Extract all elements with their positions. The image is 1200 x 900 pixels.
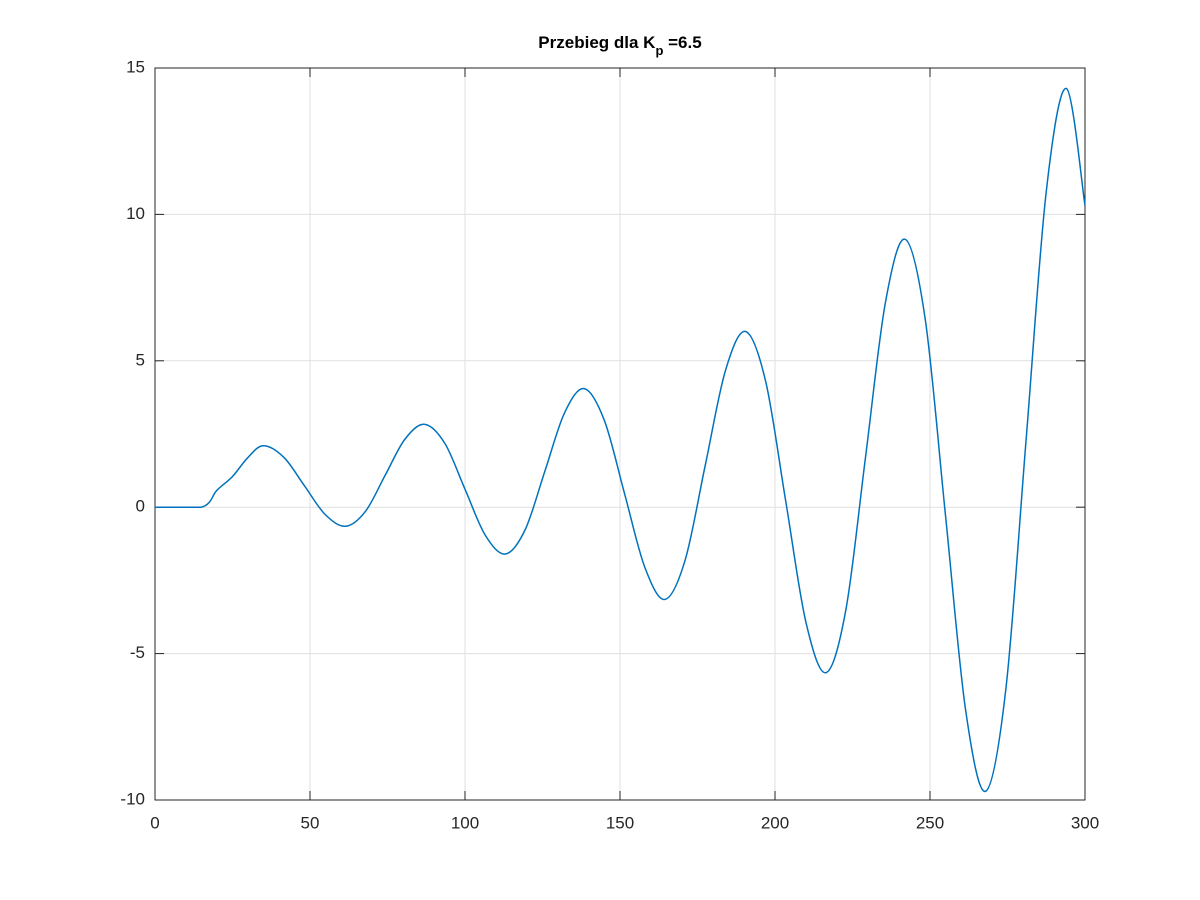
y-tick-label: 0 bbox=[136, 497, 145, 516]
chart-title: Przebieg dla Kp =6.5 bbox=[538, 33, 701, 58]
x-tick-label: 0 bbox=[150, 813, 159, 832]
x-tick-label: 150 bbox=[606, 813, 634, 832]
x-tick-label: 100 bbox=[451, 813, 479, 832]
x-tick-label: 250 bbox=[916, 813, 944, 832]
y-tick-label: -5 bbox=[130, 643, 145, 662]
x-tick-label: 200 bbox=[761, 813, 789, 832]
y-tick-label: 15 bbox=[126, 57, 145, 76]
x-tick-label: 50 bbox=[301, 813, 320, 832]
y-tick-label: -10 bbox=[120, 789, 145, 808]
axes-box bbox=[154, 67, 1086, 801]
y-tick-label: 10 bbox=[126, 204, 145, 223]
x-tick-label: 300 bbox=[1071, 813, 1099, 832]
data-line bbox=[155, 87, 1086, 792]
y-tick-label: 5 bbox=[136, 350, 145, 369]
